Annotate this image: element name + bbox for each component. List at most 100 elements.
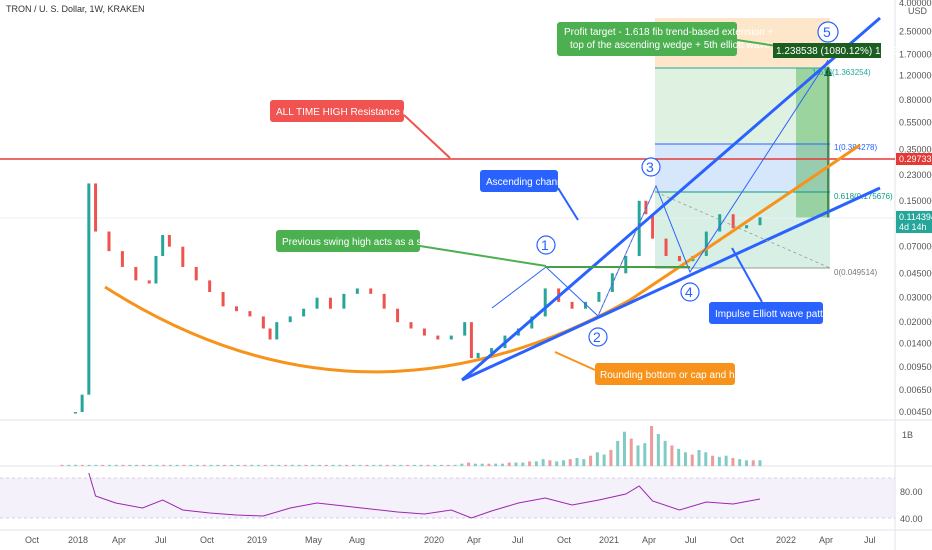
x-tick-label: Oct (25, 535, 40, 545)
x-tick-label: May (305, 535, 323, 545)
x-tick-label: Apr (467, 535, 481, 545)
volume-bar (500, 463, 504, 466)
volume-bar (697, 450, 701, 466)
volume-bar (351, 464, 355, 466)
volume-bar (80, 464, 84, 466)
price-candle (624, 255, 628, 274)
volume-bar (101, 464, 105, 466)
volume-bar (162, 464, 166, 466)
resistance-price-tag: 0.297337 (896, 153, 932, 165)
volume-bar (690, 454, 694, 466)
volume-bar (724, 455, 728, 466)
price-candle (382, 293, 386, 309)
price-candle (120, 251, 124, 267)
volume-bar (439, 464, 443, 466)
price-candle (369, 288, 373, 294)
volume-bar (290, 464, 294, 466)
volume-bar (135, 464, 139, 466)
volume-bar (318, 464, 322, 466)
volume-bar (175, 464, 179, 466)
rsi-series (88, 472, 761, 519)
volume-bar (561, 460, 565, 466)
volume-bar (514, 462, 518, 466)
volume-bar (487, 463, 491, 466)
annotation-impulse[interactable]: Impulse Elliott wave pattern (709, 247, 837, 324)
volume-bar (60, 464, 64, 466)
annotation-rounding[interactable]: Rounding bottom or cap and handle (554, 351, 759, 385)
volume-bar (738, 459, 742, 466)
x-tick-label: Apr (819, 535, 833, 545)
annotation-target-tag: 1.238538 (1080.12%) 1238538 (773, 43, 914, 58)
annotation-swing[interactable]: Previous swing high acts as a support (276, 230, 547, 267)
price-candle (154, 255, 158, 284)
price-candle (597, 291, 601, 302)
volume-bar (385, 464, 389, 466)
volume-bar (494, 463, 498, 466)
volume-bar (107, 464, 111, 466)
price-candle (530, 316, 534, 329)
price-candle (758, 217, 762, 226)
volume-bar (94, 464, 98, 466)
y-tick-label: 1.700000 (899, 50, 932, 60)
volume-bar (141, 464, 145, 466)
volume-bar (433, 464, 437, 466)
annotation-ath[interactable]: ALL TIME HIGH Resistance (2018) (270, 100, 451, 159)
volume-bar (582, 459, 586, 466)
volume-bar (379, 464, 383, 466)
volume-bar (453, 464, 457, 466)
price-candle (731, 214, 735, 229)
volume-bar (223, 464, 227, 466)
volume-bar (616, 440, 620, 466)
volume-bar (284, 464, 288, 466)
annotation-channel[interactable]: Ascending channel (480, 170, 579, 221)
rsi-tick-40: 40.00 (900, 514, 923, 524)
x-axis: Oct 2018 Apr Jul Oct 2019 May Aug 2020 Apr Jul Oct 2… (25, 535, 876, 545)
price-candle (167, 234, 171, 247)
volume-bar (345, 464, 349, 466)
x-tick-label: Aug (349, 535, 365, 545)
price-candle (651, 214, 655, 239)
volume-bar (446, 464, 450, 466)
volume-bar (399, 464, 403, 466)
x-tick-label: Apr (642, 535, 656, 545)
volume-bar (507, 462, 511, 466)
volume-tick: 1B (902, 430, 913, 440)
volume-bar (338, 464, 342, 466)
price-candle (355, 288, 359, 294)
price-candle (490, 348, 494, 353)
price-candle (161, 234, 165, 256)
volume-bar (602, 454, 606, 466)
volume-bar (74, 464, 78, 466)
volume-bar (548, 460, 552, 466)
wave-1-label: 1 (541, 237, 549, 253)
price-candle (570, 301, 574, 309)
volume-bar (372, 464, 376, 466)
volume-bar (677, 448, 681, 466)
volume-bar (311, 464, 315, 466)
volume-bar (744, 460, 748, 466)
volume-bar (250, 464, 254, 466)
volume-bar (595, 452, 599, 466)
volume-bar (209, 464, 213, 466)
price-candle (396, 308, 400, 323)
volume-bar (196, 464, 200, 466)
volume-bar (419, 464, 423, 466)
price-candle (584, 301, 587, 309)
volume-bar (683, 452, 687, 466)
volume-bar (128, 464, 132, 466)
volume-bar (731, 458, 735, 466)
svg-text:Impulse Elliott wave pattern: Impulse Elliott wave pattern (715, 309, 837, 320)
